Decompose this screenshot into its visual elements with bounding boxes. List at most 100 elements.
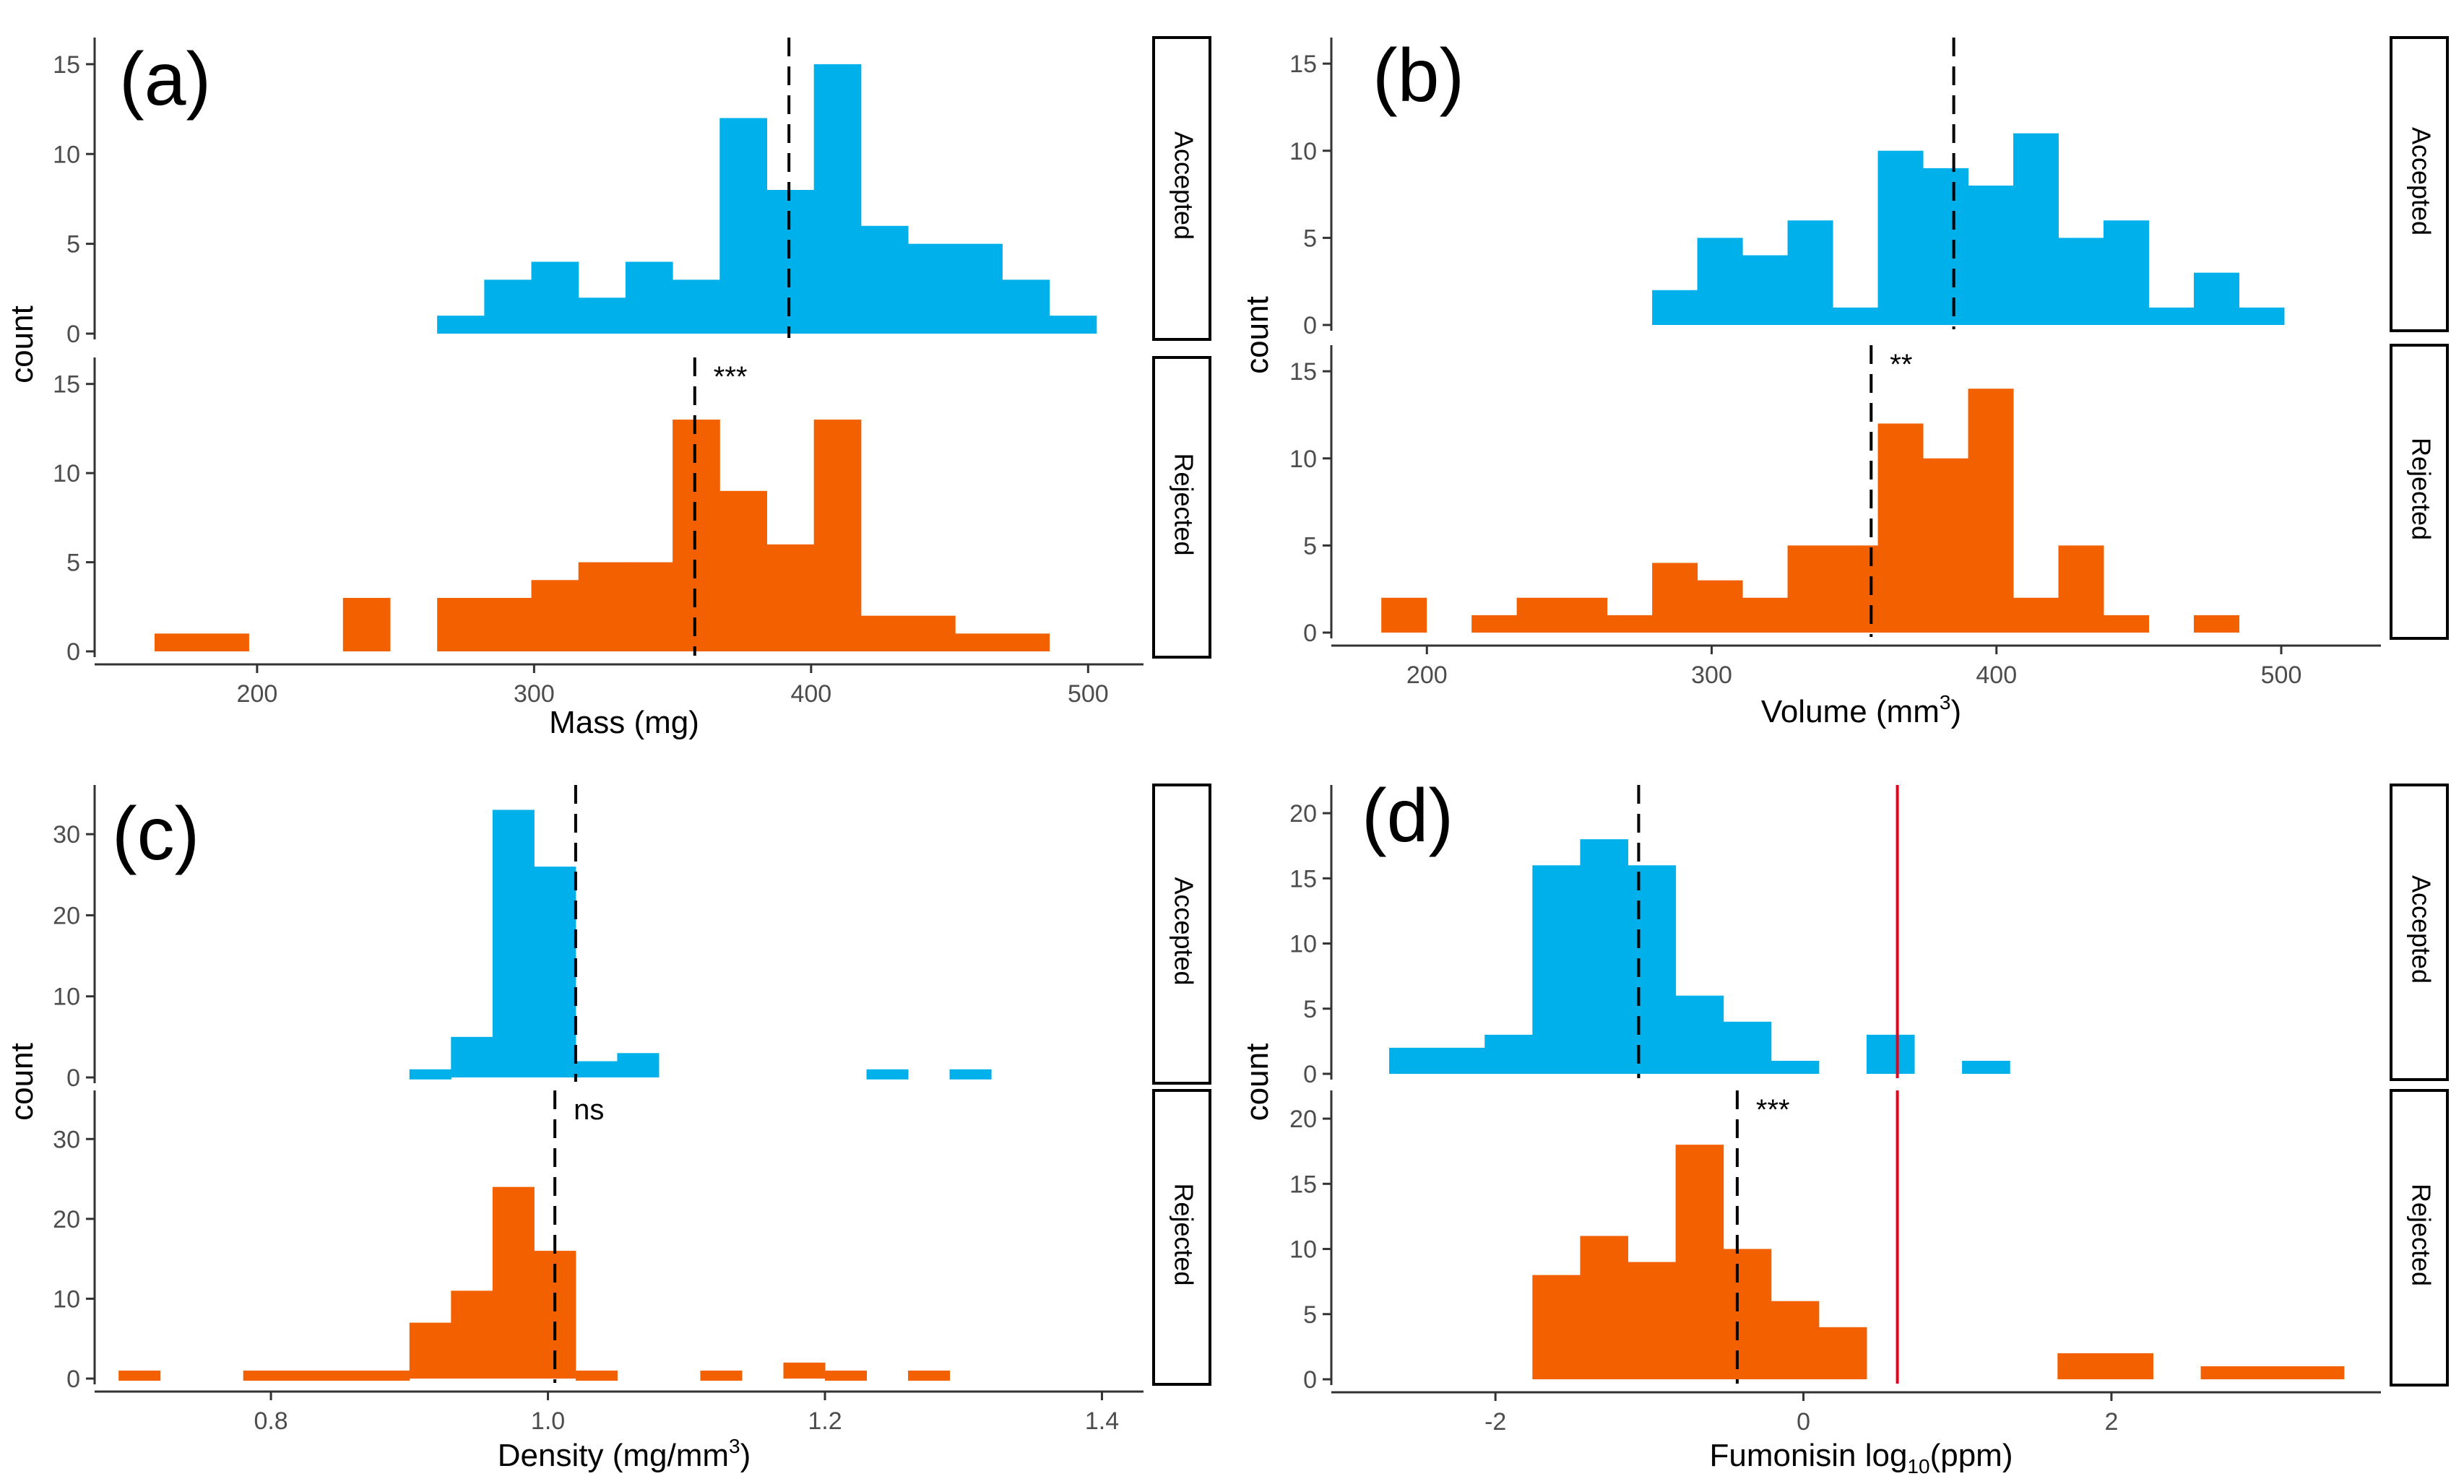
x-tick-label: 500 <box>1068 680 1109 708</box>
histogram-bar <box>1484 1034 1533 1074</box>
histogram-bar <box>1723 1249 1772 1379</box>
strip-label: Rejected <box>2406 1184 2436 1286</box>
facet-strip: Accepted <box>1152 784 1211 1085</box>
y-tick-label: 15 <box>1289 1171 1317 1198</box>
histogram-bar <box>617 1053 660 1077</box>
strip-box <box>2390 344 2449 640</box>
y-tick-label: 5 <box>66 550 80 577</box>
facet-rejected: 0 5 10 15 *** Rejected <box>53 356 1211 666</box>
histogram-bar <box>437 597 485 651</box>
strip-label: Rejected <box>1169 1183 1198 1285</box>
x-tick-label: -2 <box>1484 1408 1506 1436</box>
histogram-bar <box>908 1370 951 1381</box>
histogram-bar <box>813 64 862 334</box>
histogram-bar <box>2058 545 2104 633</box>
histogram-bar <box>1607 615 1653 633</box>
significance-label: ns <box>574 1094 604 1126</box>
y-tick-label: 15 <box>53 51 80 79</box>
histogram-bar <box>783 1362 826 1379</box>
histogram-bar <box>1437 1047 1485 1074</box>
histogram-bar <box>492 810 535 1077</box>
strip-box <box>1152 36 1211 341</box>
y-tick-label: 20 <box>53 1206 80 1233</box>
y-tick-label: 20 <box>1289 800 1317 828</box>
strip-box <box>1152 1089 1211 1386</box>
facet-strip: Rejected <box>1152 1089 1211 1386</box>
y-tick-label: 15 <box>1289 51 1317 78</box>
histogram-bar <box>825 1370 868 1381</box>
histogram-bar <box>484 597 532 651</box>
histogram-bar <box>409 1322 451 1379</box>
significance-label: *** <box>714 361 748 393</box>
histogram-bar <box>1389 1047 1438 1074</box>
facet-strip: Rejected <box>2390 1089 2449 1387</box>
facet-accepted: 0 5 10 15 20 Accepted <box>1289 784 2449 1088</box>
histogram-bar <box>866 1069 909 1080</box>
y-tick-label: 5 <box>1303 1301 1317 1329</box>
x-tick-label: 1.2 <box>808 1407 842 1435</box>
facet-strip: Accepted <box>2390 36 2449 332</box>
histogram-bar <box>1771 1301 1820 1379</box>
histogram-bar <box>1968 389 2014 633</box>
histogram-bar <box>2104 615 2149 633</box>
y-tick-label: 10 <box>53 984 80 1011</box>
y-tick-label: 20 <box>1289 1106 1317 1133</box>
histogram-bar <box>1652 290 1698 325</box>
histogram-bar <box>2148 307 2195 325</box>
histogram-bar <box>326 1370 368 1381</box>
y-tick-label: 0 <box>1303 620 1317 647</box>
y-tick-label: 15 <box>1289 865 1317 893</box>
histogram-bar <box>118 1370 161 1381</box>
facet-rejected: 0 5 10 15 ** Rejected <box>1289 344 2449 647</box>
histogram-bar <box>531 261 579 334</box>
y-tick-label: 20 <box>53 902 80 929</box>
histogram-bar <box>484 279 532 334</box>
histogram-bar <box>155 633 202 651</box>
histogram-bar <box>451 1290 493 1379</box>
panel-b: 0 5 10 15 Accepted 0 5 10 15 ** Rejected 200 300 400 5… <box>1240 34 2449 729</box>
histogram-bar <box>673 279 720 334</box>
histogram-bar <box>437 316 485 334</box>
y-tick-label: 10 <box>1289 1236 1317 1264</box>
histogram-bar <box>1968 186 2014 325</box>
histogram-bar <box>1532 865 1581 1074</box>
histogram-bar <box>2013 133 2059 325</box>
histogram-bar <box>1771 1060 1820 1074</box>
histogram-bar <box>766 544 815 651</box>
histogram-bar <box>1002 633 1050 651</box>
x-tick-label: 200 <box>1406 661 1448 689</box>
x-tick-label: 0.8 <box>254 1407 288 1435</box>
histogram-bar <box>1866 1034 1915 1074</box>
histogram-bar <box>1675 1145 1724 1379</box>
facet-accepted: 0 5 10 15 Accepted <box>53 36 1211 348</box>
facet-strip: Rejected <box>1152 356 1211 659</box>
histogram-bar <box>451 1036 493 1077</box>
histogram-bar <box>1002 279 1050 334</box>
histogram-bar <box>578 562 626 651</box>
y-tick-label: 10 <box>53 1285 80 1313</box>
strip-box <box>2390 1089 2449 1387</box>
x-axis-label: Mass (mg) <box>549 705 699 740</box>
x-tick-label: 300 <box>1691 661 1732 689</box>
histogram-bar <box>1562 597 1608 633</box>
histogram-bar <box>1833 307 1879 325</box>
strip-label: Rejected <box>1169 453 1198 555</box>
y-axis-label: count <box>1240 1043 1275 1121</box>
histogram-bar <box>1532 1275 1581 1379</box>
histogram-bar <box>2058 238 2104 325</box>
y-tick-label: 0 <box>1303 1061 1317 1088</box>
y-axis-label: count <box>1240 296 1275 374</box>
histogram-bar <box>2105 1353 2153 1379</box>
histogram-bar <box>575 1061 618 1077</box>
y-tick-label: 5 <box>1303 225 1317 252</box>
histogram-bar <box>1787 220 1833 325</box>
panel-label: (a) <box>119 38 211 121</box>
strip-box <box>1152 356 1211 659</box>
y-tick-label: 0 <box>1303 312 1317 339</box>
y-tick-label: 0 <box>1303 1366 1317 1394</box>
facet-rejected: 0 10 20 30 ns Rejected <box>53 1089 1211 1393</box>
histogram-bar <box>1580 839 1629 1074</box>
histogram-bar <box>766 190 815 334</box>
x-tick-label: 200 <box>237 680 278 708</box>
